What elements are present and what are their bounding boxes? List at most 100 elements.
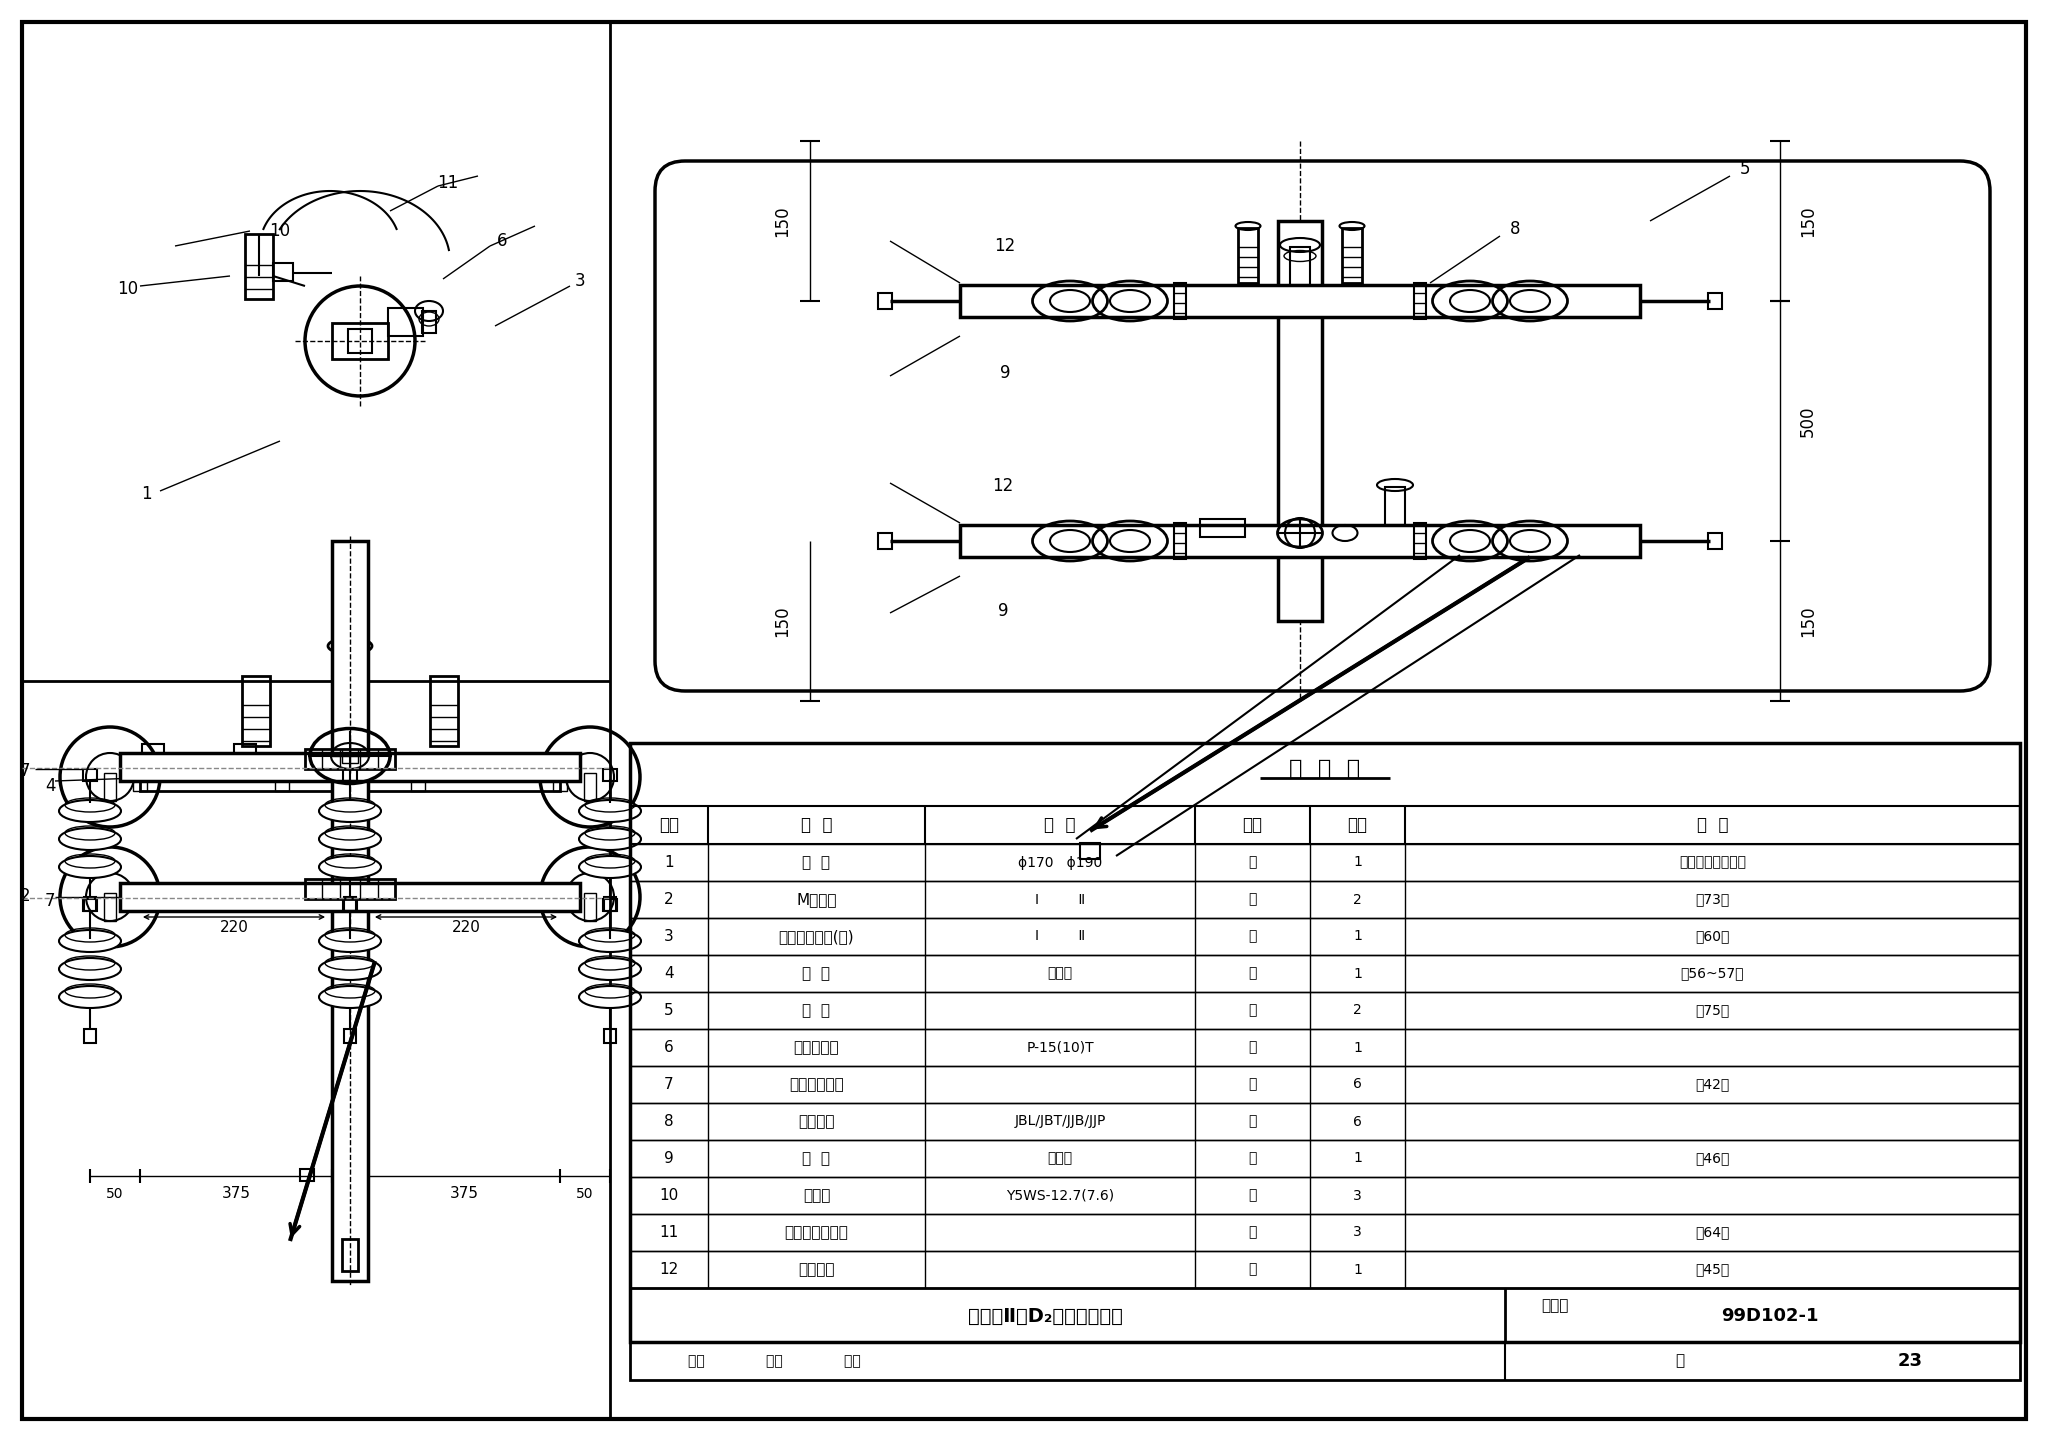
Text: 3: 3 [1354,1189,1362,1202]
Bar [344,1029,356,1043]
Bar [139,883,559,911]
Bar [961,525,1640,558]
Text: ϕ170   ϕ190: ϕ170 ϕ190 [1018,856,1102,869]
Text: 6: 6 [1354,1078,1362,1091]
Text: 数量: 数量 [1348,816,1368,834]
Text: 9: 9 [999,365,1010,382]
Bar [84,899,96,911]
Text: 拉  板: 拉 板 [803,1003,831,1017]
Text: 6: 6 [664,1040,674,1055]
Bar [631,806,2019,844]
Text: 杆顶支座抱箍(二): 杆顶支座抱箍(二) [778,929,854,944]
Text: 避雷器: 避雷器 [803,1187,829,1203]
Text: 1: 1 [1354,929,1362,944]
Text: 个: 个 [1249,1040,1257,1055]
Bar [233,744,256,757]
Ellipse shape [580,929,641,953]
Text: 9: 9 [664,1151,674,1166]
Text: 2: 2 [20,888,31,905]
Bar [133,896,147,911]
Bar [631,1066,2019,1102]
Bar [274,896,289,911]
Bar [242,676,270,746]
Text: 接地装置: 接地装置 [799,1262,836,1277]
Bar [879,293,893,308]
Text: 见46页: 见46页 [1696,1151,1731,1166]
Ellipse shape [319,958,381,980]
Text: 5: 5 [664,1003,674,1017]
Bar [602,899,616,911]
Bar [139,762,559,791]
Bar [1237,228,1257,282]
Ellipse shape [319,929,381,953]
Ellipse shape [319,986,381,1009]
Bar [1413,282,1425,318]
Text: Ⅰ         Ⅱ: Ⅰ Ⅱ [1034,929,1085,944]
Bar [553,777,567,791]
Text: 见64页: 见64页 [1696,1225,1731,1239]
Text: 500: 500 [1798,405,1817,437]
Text: 根: 根 [1249,856,1257,869]
Text: 个: 个 [1249,1114,1257,1128]
Bar [1708,533,1722,549]
Bar [332,540,369,1281]
Bar [1384,487,1405,525]
Ellipse shape [59,800,121,821]
Text: 见45页: 见45页 [1696,1262,1731,1277]
Bar [1278,220,1323,621]
Bar [631,918,2019,955]
Bar [584,772,596,801]
Text: 7: 7 [20,762,31,780]
Bar [1290,246,1311,285]
Text: 1: 1 [141,486,152,503]
Text: 3: 3 [1354,1225,1362,1239]
Bar [272,264,293,281]
Text: 见60页: 见60页 [1696,929,1731,944]
Bar [631,880,2019,918]
Ellipse shape [319,800,381,821]
Ellipse shape [319,856,381,878]
Bar [1413,523,1425,559]
Text: 拉  线: 拉 线 [803,1151,831,1166]
Bar [133,777,147,791]
Bar [553,896,567,911]
Ellipse shape [59,856,121,878]
Text: 见56~57页: 见56~57页 [1681,967,1745,980]
Bar [121,883,580,911]
Text: 长度由工程设计定: 长度由工程设计定 [1679,856,1747,869]
Text: 见75页: 见75页 [1696,1003,1731,1017]
Text: 2: 2 [1354,892,1362,906]
Bar [631,1102,2019,1140]
Ellipse shape [580,800,641,821]
Text: 组: 组 [1249,1151,1257,1166]
Text: 块: 块 [1249,1003,1257,1017]
Bar [631,991,2019,1029]
Text: 150: 150 [772,205,791,236]
Text: 页: 页 [1675,1353,1686,1369]
Ellipse shape [59,829,121,850]
Bar [332,323,387,359]
Text: 150: 150 [1798,205,1817,236]
Bar [631,744,2019,1342]
Text: 耐张绝缘子串: 耐张绝缘子串 [788,1076,844,1092]
Text: 明  细  表: 明 细 表 [1290,759,1360,780]
Text: 99D102-1: 99D102-1 [1720,1307,1819,1326]
Text: 见附录: 见附录 [1047,1151,1073,1166]
Text: 横  担: 横 担 [803,965,831,981]
Ellipse shape [59,986,121,1009]
Text: 8: 8 [664,1114,674,1128]
Ellipse shape [59,929,121,953]
Text: 个: 个 [1249,1189,1257,1202]
Ellipse shape [580,958,641,980]
Text: 付: 付 [1249,929,1257,944]
Ellipse shape [580,829,641,850]
Bar [602,769,616,781]
Bar [342,1239,358,1271]
Bar [631,955,2019,991]
Bar [1341,228,1362,282]
Bar [1200,519,1245,537]
Bar [604,896,616,911]
Text: Ⅰ         Ⅱ: Ⅰ Ⅱ [1034,892,1085,906]
Bar [412,896,426,911]
Text: 220: 220 [451,919,481,935]
